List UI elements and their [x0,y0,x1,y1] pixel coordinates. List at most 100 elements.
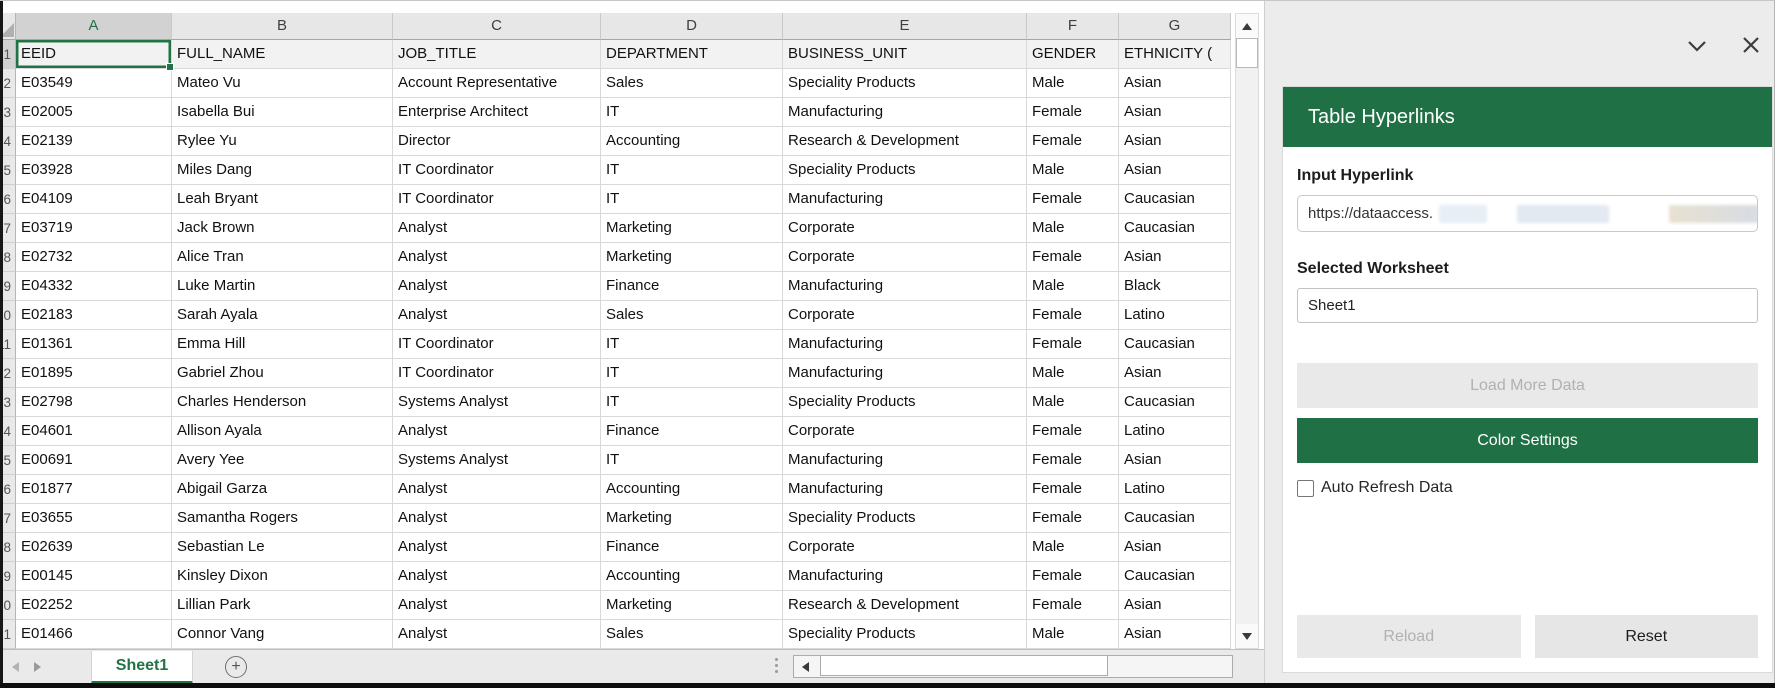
cell[interactable]: E00691 [16,446,172,475]
cell[interactable]: Asian [1119,620,1231,649]
cell[interactable]: Asian [1119,98,1231,127]
cell[interactable]: Female [1027,127,1119,156]
cell[interactable]: Female [1027,446,1119,475]
cell[interactable]: E01466 [16,620,172,649]
cell[interactable]: IT [601,185,783,214]
row-header[interactable]: 13 [3,388,16,417]
row-header[interactable]: 20 [3,591,16,620]
row-header[interactable]: 10 [3,301,16,330]
cell[interactable]: Male [1027,156,1119,185]
reset-button[interactable]: Reset [1534,615,1758,658]
cell[interactable]: Connor Vang [172,620,393,649]
tab-bar-resize-handle[interactable] [775,658,778,673]
tab-nav-right-icon[interactable] [34,662,41,672]
cell[interactable]: Manufacturing [783,562,1027,591]
cell[interactable]: Manufacturing [783,98,1027,127]
cell[interactable]: E02252 [16,591,172,620]
cell[interactable]: Sales [601,620,783,649]
cell[interactable]: Samantha Rogers [172,504,393,533]
cell[interactable]: Manufacturing [783,272,1027,301]
cell[interactable]: Male [1027,69,1119,98]
cell[interactable]: Systems Analyst [393,388,601,417]
cell[interactable]: Research & Development [783,591,1027,620]
cell[interactable]: Finance [601,272,783,301]
cell[interactable]: Corporate [783,243,1027,272]
reload-button[interactable]: Reload [1297,615,1521,658]
row-header[interactable]: 8 [3,243,16,272]
cell[interactable]: Male [1027,214,1119,243]
cell[interactable]: Speciality Products [783,504,1027,533]
cell[interactable]: Caucasian [1119,330,1231,359]
cell[interactable]: Speciality Products [783,620,1027,649]
cell[interactable]: E03928 [16,156,172,185]
cell[interactable]: E02005 [16,98,172,127]
color-settings-button[interactable]: Color Settings [1297,418,1758,463]
row-header[interactable]: 14 [3,417,16,446]
cell[interactable]: Analyst [393,214,601,243]
cell[interactable]: E00145 [16,562,172,591]
cell[interactable]: Corporate [783,417,1027,446]
cell[interactable]: Isabella Bui [172,98,393,127]
column-header[interactable]: F [1027,13,1119,40]
cell[interactable]: IT [601,446,783,475]
cell[interactable]: Research & Development [783,127,1027,156]
vertical-scrollbar-thumb[interactable] [1236,38,1258,68]
cell[interactable]: Avery Yee [172,446,393,475]
row-header[interactable]: 15 [3,446,16,475]
cell[interactable]: E03719 [16,214,172,243]
cell[interactable]: Analyst [393,591,601,620]
cell[interactable]: Speciality Products [783,388,1027,417]
vertical-scrollbar[interactable] [1235,13,1259,649]
cell[interactable]: E01361 [16,330,172,359]
cell[interactable]: Caucasian [1119,388,1231,417]
cell[interactable]: Manufacturing [783,359,1027,388]
cell[interactable]: Male [1027,359,1119,388]
cell[interactable]: Asian [1119,243,1231,272]
column-header[interactable]: A [16,13,172,40]
row-header[interactable]: 17 [3,504,16,533]
row-header[interactable]: 5 [3,156,16,185]
hyperlink-input[interactable]: https://dataaccess. [1297,195,1758,232]
scroll-left-button[interactable] [794,656,816,677]
cell[interactable]: GENDER [1027,40,1119,69]
cell[interactable]: Analyst [393,620,601,649]
cell[interactable]: Analyst [393,562,601,591]
cell[interactable]: Female [1027,185,1119,214]
cell[interactable]: Asian [1119,591,1231,620]
cell[interactable]: Abigail Garza [172,475,393,504]
cell[interactable]: Asian [1119,156,1231,185]
cell[interactable]: Emma Hill [172,330,393,359]
row-header[interactable]: 3 [3,98,16,127]
cell[interactable]: Male [1027,388,1119,417]
cell[interactable]: Sebastian Le [172,533,393,562]
cell[interactable]: Director [393,127,601,156]
auto-refresh-checkbox[interactable] [1297,479,1314,497]
pane-close-button[interactable] [1738,32,1764,63]
cell[interactable]: Analyst [393,272,601,301]
cell[interactable]: Luke Martin [172,272,393,301]
cell[interactable]: Sales [601,301,783,330]
cell[interactable]: Male [1027,620,1119,649]
row-header[interactable]: 9 [3,272,16,301]
cell[interactable]: E02639 [16,533,172,562]
cell[interactable]: Latino [1119,417,1231,446]
row-header[interactable]: 18 [3,533,16,562]
column-header[interactable]: B [172,13,393,40]
cell[interactable]: Sarah Ayala [172,301,393,330]
load-more-data-button[interactable]: Load More Data [1297,363,1758,408]
cell[interactable]: IT Coordinator [393,185,601,214]
cell[interactable]: Marketing [601,214,783,243]
cell[interactable]: Mateo Vu [172,69,393,98]
cell[interactable]: Latino [1119,475,1231,504]
cell[interactable]: Alice Tran [172,243,393,272]
cell[interactable]: Female [1027,475,1119,504]
column-header[interactable]: E [783,13,1027,40]
row-header[interactable]: 12 [3,359,16,388]
cell[interactable]: E03655 [16,504,172,533]
cell[interactable]: Speciality Products [783,156,1027,185]
cell[interactable]: Female [1027,591,1119,620]
cell[interactable]: Female [1027,98,1119,127]
cell[interactable]: IT Coordinator [393,330,601,359]
column-header[interactable]: C [393,13,601,40]
column-header[interactable]: D [601,13,783,40]
